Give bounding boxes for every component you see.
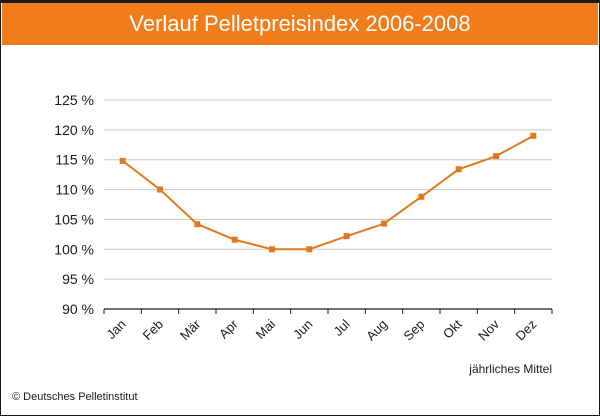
y-tick-label: 95 % [62, 271, 94, 287]
grid-lines [104, 99, 552, 280]
data-point-aug [381, 220, 387, 227]
data-point-jun [306, 246, 313, 253]
x-tick-label: Aug [363, 317, 390, 344]
series-line [122, 134, 534, 251]
data-point-feb [157, 186, 163, 193]
x-tick-label: Mär [177, 316, 204, 343]
x-tick-label: Feb [140, 317, 166, 343]
y-tick-label: 115 % [55, 152, 94, 168]
y-tick-label: 120 % [54, 122, 94, 138]
y-tick-label: 105 % [54, 211, 94, 227]
y-tick-label: 90 % [62, 301, 94, 317]
x-tick-label: Jun [290, 317, 315, 342]
x-tick-label: Okt [440, 316, 465, 341]
data-point-mär [194, 221, 201, 228]
series-note: jährliches Mittel [469, 362, 552, 376]
x-tick-label: Jul [330, 316, 352, 338]
data-point-apr [231, 236, 238, 243]
x-tick-labels: Jan Feb Mär Apr Mai Jun Jul Aug Sep Okt Nov Dez [103, 316, 539, 343]
chart-title: Verlauf Pelletpreisindex 2006-2008 [2, 3, 598, 45]
series-jaehrliches-mittel [119, 132, 537, 253]
x-tick-label: Jan [103, 317, 128, 342]
x-tick-label: Dez [512, 317, 539, 344]
x-tick-label: Sep [400, 317, 427, 344]
data-point-dez [530, 132, 537, 139]
y-tick-label: 110 % [55, 182, 94, 198]
y-tick-labels: 90 % 95 % 100 % 105 % 110 % 115 % 120 % 125 % [54, 92, 94, 317]
data-point-jul [343, 233, 350, 240]
data-point-sep [418, 193, 425, 200]
data-point-okt [455, 166, 462, 173]
data-point-nov [493, 153, 499, 160]
x-tick-label: Nov [475, 316, 502, 343]
x-tick-label: Mai [253, 316, 278, 341]
data-point-jan [119, 157, 126, 164]
y-tick-label: 125 % [54, 92, 94, 108]
x-tick-label: Apr [216, 316, 241, 341]
axes [103, 308, 553, 314]
data-point-mai [269, 246, 275, 253]
y-tick-label: 100 % [54, 241, 94, 257]
copyright-notice: © Deutsches Pelletinstitut [12, 391, 138, 403]
